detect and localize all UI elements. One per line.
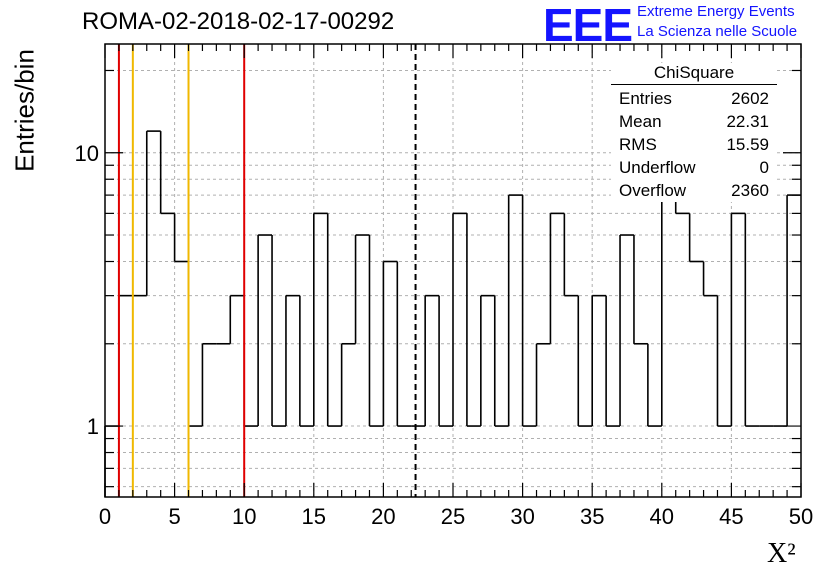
chart-title: ROMA-02-2018-02-17-00292 xyxy=(82,8,395,35)
marker-lines xyxy=(117,44,417,497)
stats-row-mean: Mean 22.31 xyxy=(611,110,777,133)
x-tick-label: 40 xyxy=(650,504,674,529)
x-tick-label: 45 xyxy=(719,504,743,529)
stats-label: Entries xyxy=(619,89,672,108)
stats-label: Underflow xyxy=(619,158,696,177)
stats-row-underflow: Underflow 0 xyxy=(611,156,777,179)
logo-line-1: Extreme Energy Events xyxy=(637,3,795,20)
stats-row-rms: RMS 15.59 xyxy=(611,133,777,156)
stats-value: 2602 xyxy=(731,89,769,108)
stats-value: 0 xyxy=(759,158,769,177)
stats-value: 15.59 xyxy=(726,135,769,154)
stats-row-entries: Entries 2602 xyxy=(611,87,777,110)
x-tick-label: 25 xyxy=(441,504,465,529)
eee-logo: EEE xyxy=(543,0,633,51)
y-tick-label: 1 xyxy=(87,414,99,439)
x-tick-label: 10 xyxy=(232,504,256,529)
stats-box: ChiSquare Entries 2602 Mean 22.31 RMS 15… xyxy=(611,63,777,202)
y-axis-label: Entries/bin xyxy=(9,49,40,172)
x-tick-label: 20 xyxy=(371,504,395,529)
x-tick-label: 30 xyxy=(510,504,534,529)
logo-line-2: La Scienza nelle Scuole xyxy=(637,23,798,40)
x-tick-label: 15 xyxy=(302,504,326,529)
x-tick-label: 0 xyxy=(99,504,111,529)
stats-label: RMS xyxy=(619,135,657,154)
stats-label: Mean xyxy=(619,112,662,131)
stats-value: 2360 xyxy=(731,181,769,200)
stats-title: ChiSquare xyxy=(611,63,777,85)
x-tick-label: 50 xyxy=(789,504,813,529)
stats-row-overflow: Overflow 2360 xyxy=(611,179,777,202)
y-axis-ticks: 1 10 xyxy=(75,69,801,488)
y-tick-label: 10 xyxy=(75,141,99,166)
x-axis-label: X² xyxy=(767,538,796,569)
x-tick-label: 5 xyxy=(168,504,180,529)
stats-value: 22.31 xyxy=(726,112,769,131)
stats-label: Overflow xyxy=(619,181,687,200)
x-axis-ticks: 0 5 10 15 20 25 30 35 40 45 50 xyxy=(99,44,813,529)
x-tick-label: 35 xyxy=(580,504,604,529)
